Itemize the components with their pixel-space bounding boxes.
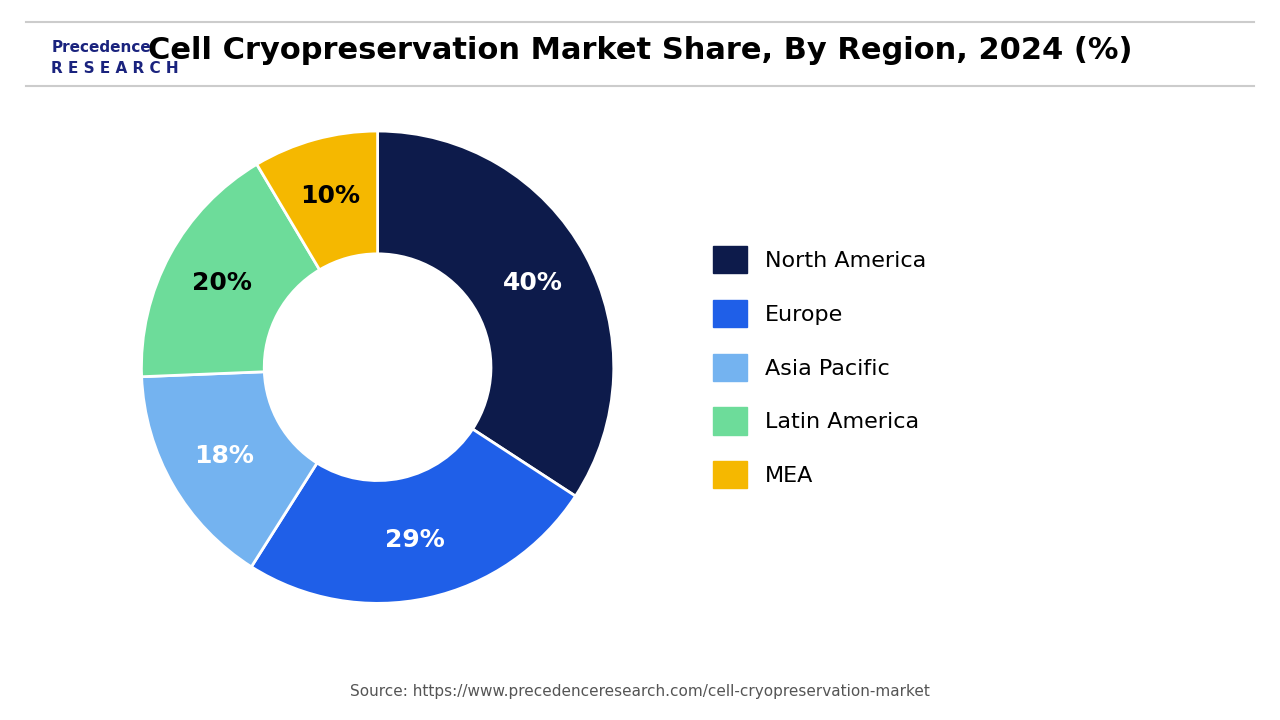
Text: 40%: 40%	[503, 271, 563, 294]
Wedge shape	[251, 429, 576, 603]
Text: 20%: 20%	[192, 271, 252, 294]
Text: 10%: 10%	[301, 184, 361, 208]
Legend: North America, Europe, Asia Pacific, Latin America, MEA: North America, Europe, Asia Pacific, Lat…	[713, 246, 925, 488]
Text: 29%: 29%	[385, 528, 445, 552]
Text: Cell Cryopreservation Market Share, By Region, 2024 (%): Cell Cryopreservation Market Share, By R…	[147, 36, 1133, 65]
Wedge shape	[142, 372, 317, 567]
Wedge shape	[378, 131, 613, 496]
Text: Source: https://www.precedenceresearch.com/cell-cryopreservation-market: Source: https://www.precedenceresearch.c…	[349, 684, 931, 698]
Wedge shape	[142, 164, 320, 377]
Wedge shape	[257, 131, 378, 270]
Text: 18%: 18%	[195, 444, 255, 468]
Text: Precedence
R E S E A R C H: Precedence R E S E A R C H	[51, 40, 179, 76]
